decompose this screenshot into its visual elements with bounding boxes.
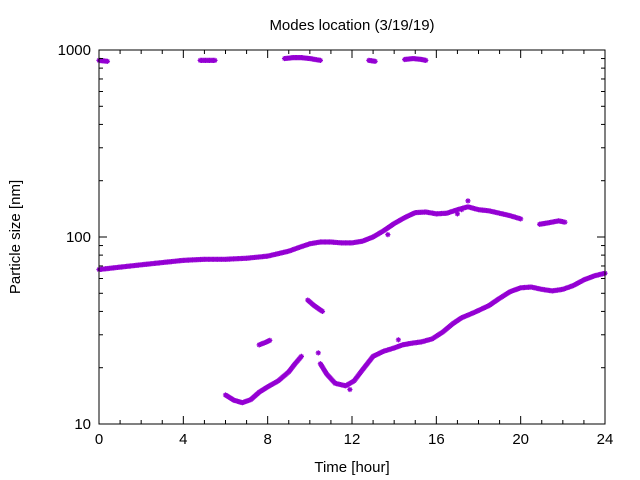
data-point (385, 231, 391, 238)
plot-frame (98, 49, 606, 425)
x-tick-label: 0 (95, 431, 103, 448)
data-point (562, 219, 568, 225)
x-tick-label: 20 (512, 431, 529, 448)
data-point (319, 308, 326, 315)
data-point (454, 211, 461, 217)
data-point (459, 207, 465, 213)
data-point (395, 337, 401, 343)
axis-ticks (98, 49, 606, 425)
tick-labels: 0 4 8 12 16 20 24 10 100 1000 (58, 42, 614, 448)
data-point (347, 386, 353, 393)
y-tick-label: 100 (66, 229, 91, 246)
chart-title: Modes location (3/19/19) (269, 17, 434, 34)
data-points (96, 55, 608, 406)
y-tick-label: 1000 (58, 42, 91, 59)
y-axis-label: Particle size [nm] (7, 180, 24, 294)
data-point (298, 353, 304, 359)
data-point (267, 337, 273, 343)
data-point (315, 350, 321, 356)
x-tick-label: 12 (344, 431, 361, 448)
x-tick-label: 4 (179, 431, 187, 448)
data-point (518, 216, 524, 222)
x-axis-label: Time [hour] (314, 459, 389, 476)
x-tick-label: 8 (263, 431, 271, 448)
data-point (104, 58, 111, 64)
data-point (465, 198, 471, 204)
data-point (212, 57, 218, 63)
x-tick-label: 16 (428, 431, 445, 448)
data-point (317, 57, 323, 63)
data-point (372, 58, 378, 64)
y-tick-label: 10 (74, 416, 91, 433)
x-tick-label: 24 (597, 431, 614, 448)
data-point (423, 57, 429, 63)
